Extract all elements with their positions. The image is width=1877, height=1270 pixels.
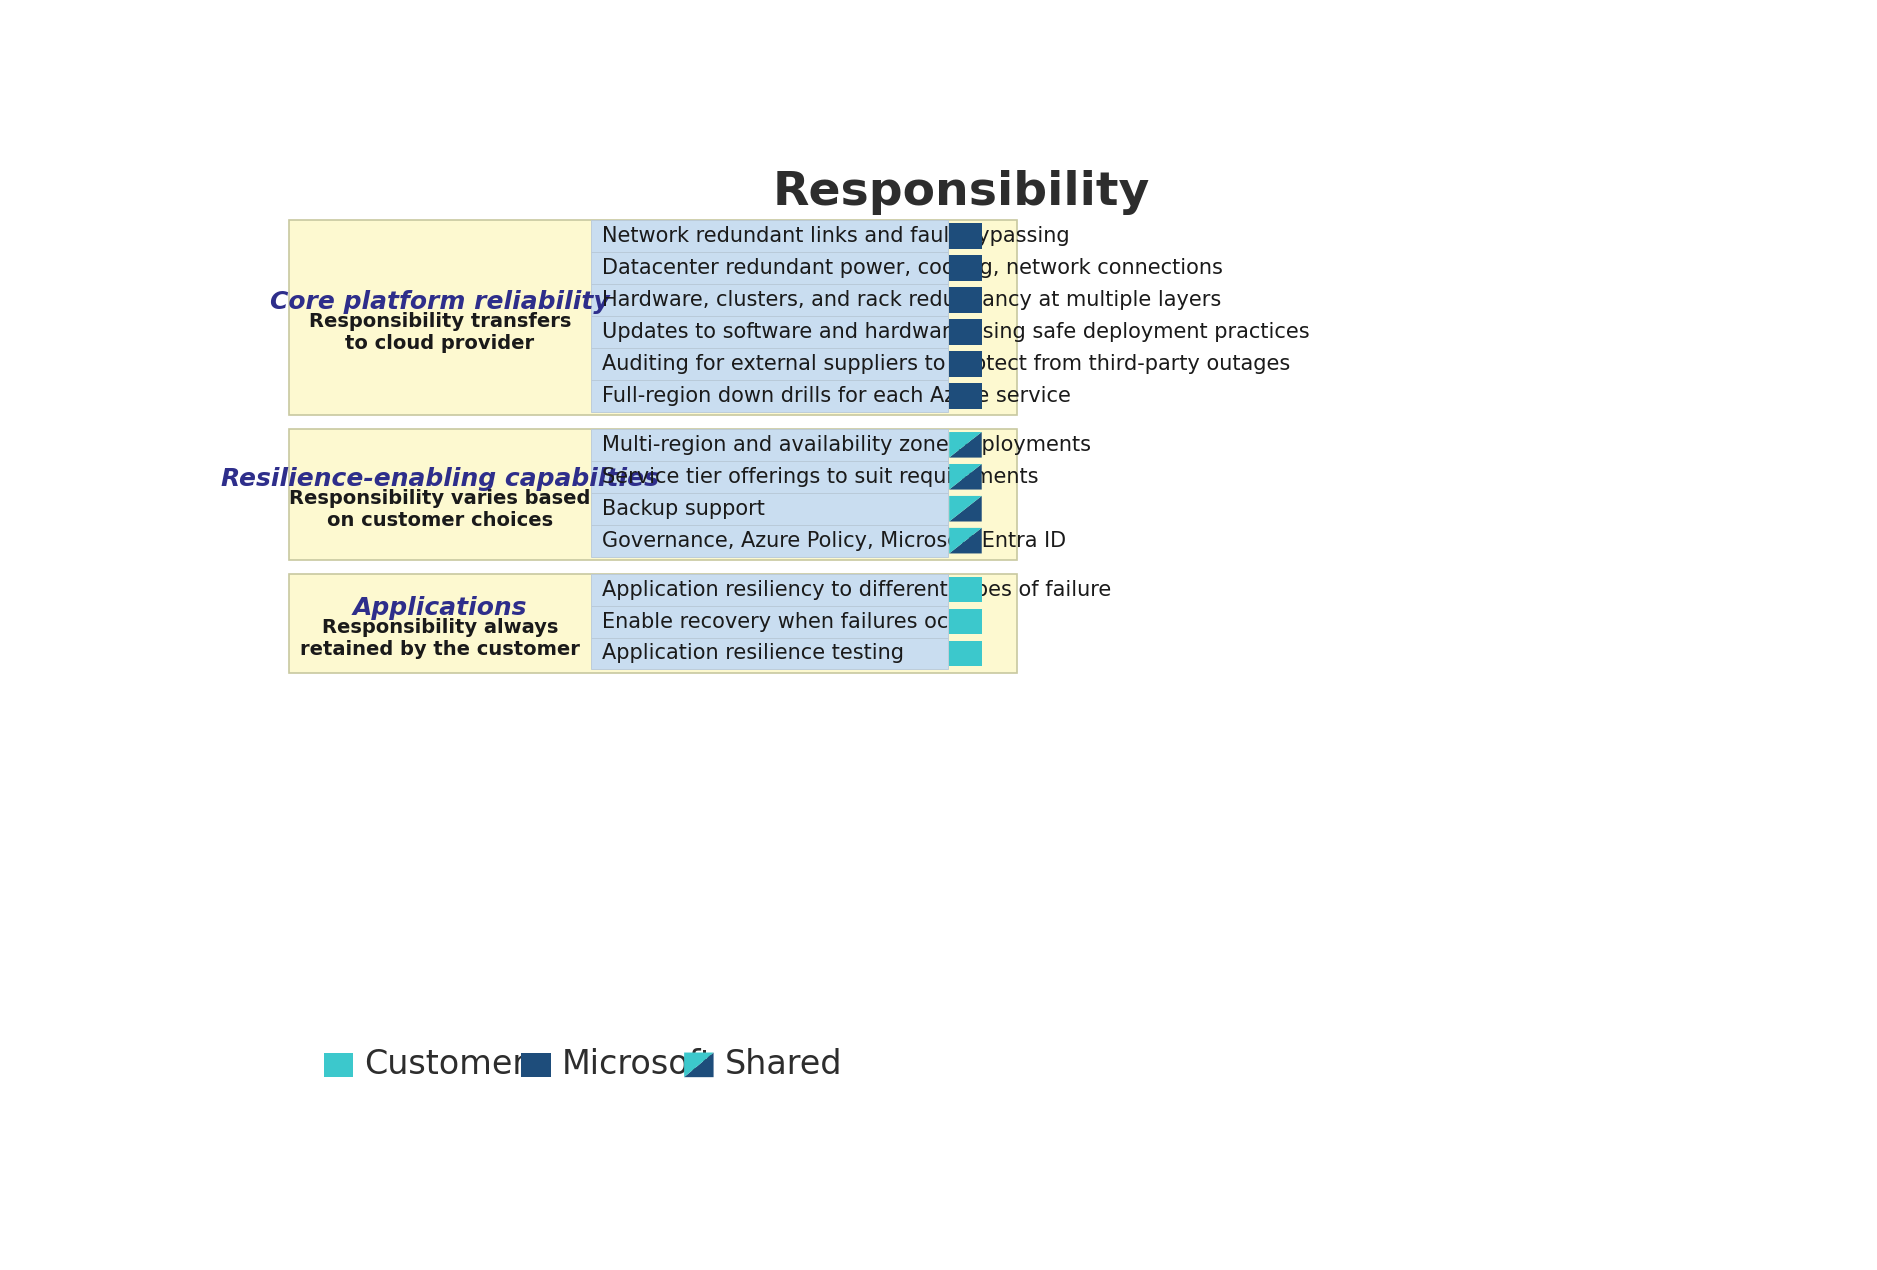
Text: Core platform reliability: Core platform reliability — [270, 290, 610, 314]
Bar — [950, 287, 982, 312]
Text: Hardware, clusters, and rack redundancy at multiple layers: Hardware, clusters, and rack redundancy … — [603, 290, 1222, 310]
Polygon shape — [950, 497, 982, 522]
Text: Application resilience testing: Application resilience testing — [603, 644, 905, 663]
Bar — [591, 380, 948, 411]
Text: Responsibility varies based
on customer choices: Responsibility varies based on customer … — [289, 489, 591, 530]
Bar — [591, 525, 948, 556]
Bar — [289, 429, 1017, 560]
Text: Responsibility transfers
to cloud provider: Responsibility transfers to cloud provid… — [310, 312, 571, 353]
Bar — [591, 220, 948, 253]
Bar — [591, 493, 948, 525]
Bar — [950, 640, 982, 667]
Bar — [591, 574, 948, 606]
Text: Applications: Applications — [353, 596, 527, 620]
Text: Enable recovery when failures occur: Enable recovery when failures occur — [603, 612, 982, 631]
Bar — [950, 384, 982, 409]
Bar — [591, 348, 948, 380]
Text: Resilience-enabling capabilties: Resilience-enabling capabilties — [221, 467, 659, 491]
Bar — [591, 429, 948, 461]
Bar — [950, 352, 982, 377]
Bar — [591, 316, 948, 348]
Bar — [591, 284, 948, 316]
Polygon shape — [950, 528, 982, 554]
Text: Auditing for external suppliers to protect from third-party outages: Auditing for external suppliers to prote… — [603, 354, 1289, 373]
Text: Datacenter redundant power, cooling, network connections: Datacenter redundant power, cooling, net… — [603, 258, 1222, 278]
Bar — [950, 577, 982, 602]
Polygon shape — [950, 432, 982, 457]
Text: Microsoft: Microsoft — [561, 1048, 713, 1081]
Bar — [950, 255, 982, 281]
Text: Multi-region and availability zone deployments: Multi-region and availability zone deplo… — [603, 434, 1091, 455]
Polygon shape — [950, 528, 982, 554]
Text: Service tier offerings to suit requirements: Service tier offerings to suit requireme… — [603, 467, 1038, 486]
Polygon shape — [683, 1053, 713, 1077]
Polygon shape — [683, 1053, 713, 1077]
Bar — [323, 1053, 353, 1077]
Polygon shape — [950, 497, 982, 522]
Polygon shape — [950, 464, 982, 489]
Bar — [591, 253, 948, 284]
Text: Backup support: Backup support — [603, 499, 764, 518]
Polygon shape — [950, 464, 982, 489]
Polygon shape — [950, 432, 982, 457]
Bar — [950, 608, 982, 634]
Text: Full-region down drills for each Azure service: Full-region down drills for each Azure s… — [603, 386, 1072, 406]
Bar — [950, 319, 982, 344]
Text: Network redundant links and fault bypassing: Network redundant links and fault bypass… — [603, 226, 1070, 246]
Bar — [289, 220, 1017, 415]
Bar — [591, 638, 948, 669]
Text: Responsibility always
retained by the customer: Responsibility always retained by the cu… — [300, 618, 580, 659]
Text: Governance, Azure Policy, Microsoft Entra ID: Governance, Azure Policy, Microsoft Entr… — [603, 531, 1066, 551]
Bar — [950, 224, 982, 249]
Bar — [289, 574, 1017, 673]
Text: Customer: Customer — [364, 1048, 526, 1081]
Bar — [522, 1053, 550, 1077]
Text: Updates to software and hardware using safe deployment practices: Updates to software and hardware using s… — [603, 323, 1310, 342]
Text: Responsibility: Responsibility — [773, 170, 1151, 215]
Bar — [591, 461, 948, 493]
Bar — [591, 606, 948, 638]
Text: Application resiliency to different types of failure: Application resiliency to different type… — [603, 579, 1111, 599]
Text: Shared: Shared — [725, 1048, 843, 1081]
